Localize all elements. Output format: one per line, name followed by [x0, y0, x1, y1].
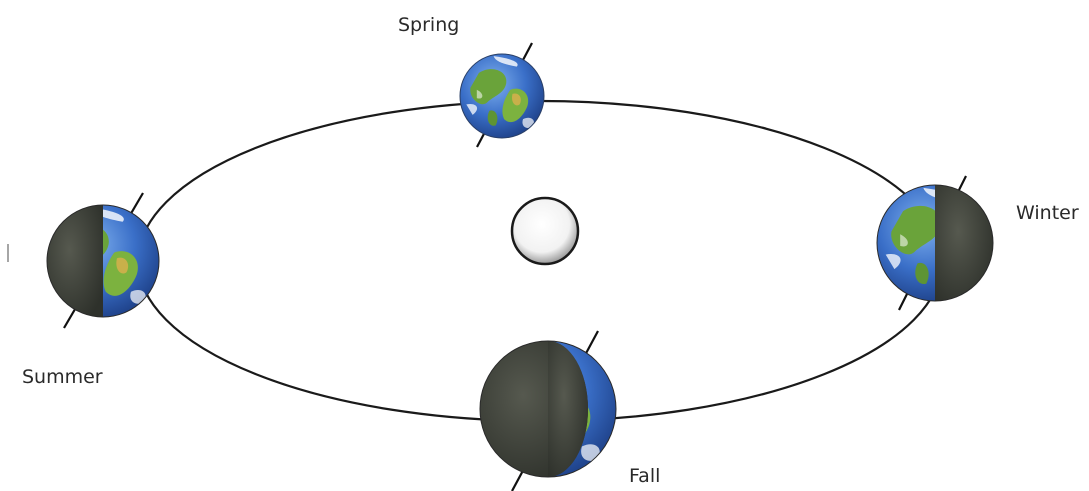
label-spring: Spring	[398, 14, 460, 36]
label-fall: Fall	[629, 465, 661, 487]
earth-icon	[46, 192, 160, 329]
label-summer: Summer	[22, 366, 103, 388]
label-winter: Winter	[1016, 202, 1079, 224]
earth-icon	[459, 42, 545, 148]
earth-icon	[876, 175, 994, 311]
earth-icon	[479, 330, 617, 491]
sun-icon	[510, 196, 580, 266]
